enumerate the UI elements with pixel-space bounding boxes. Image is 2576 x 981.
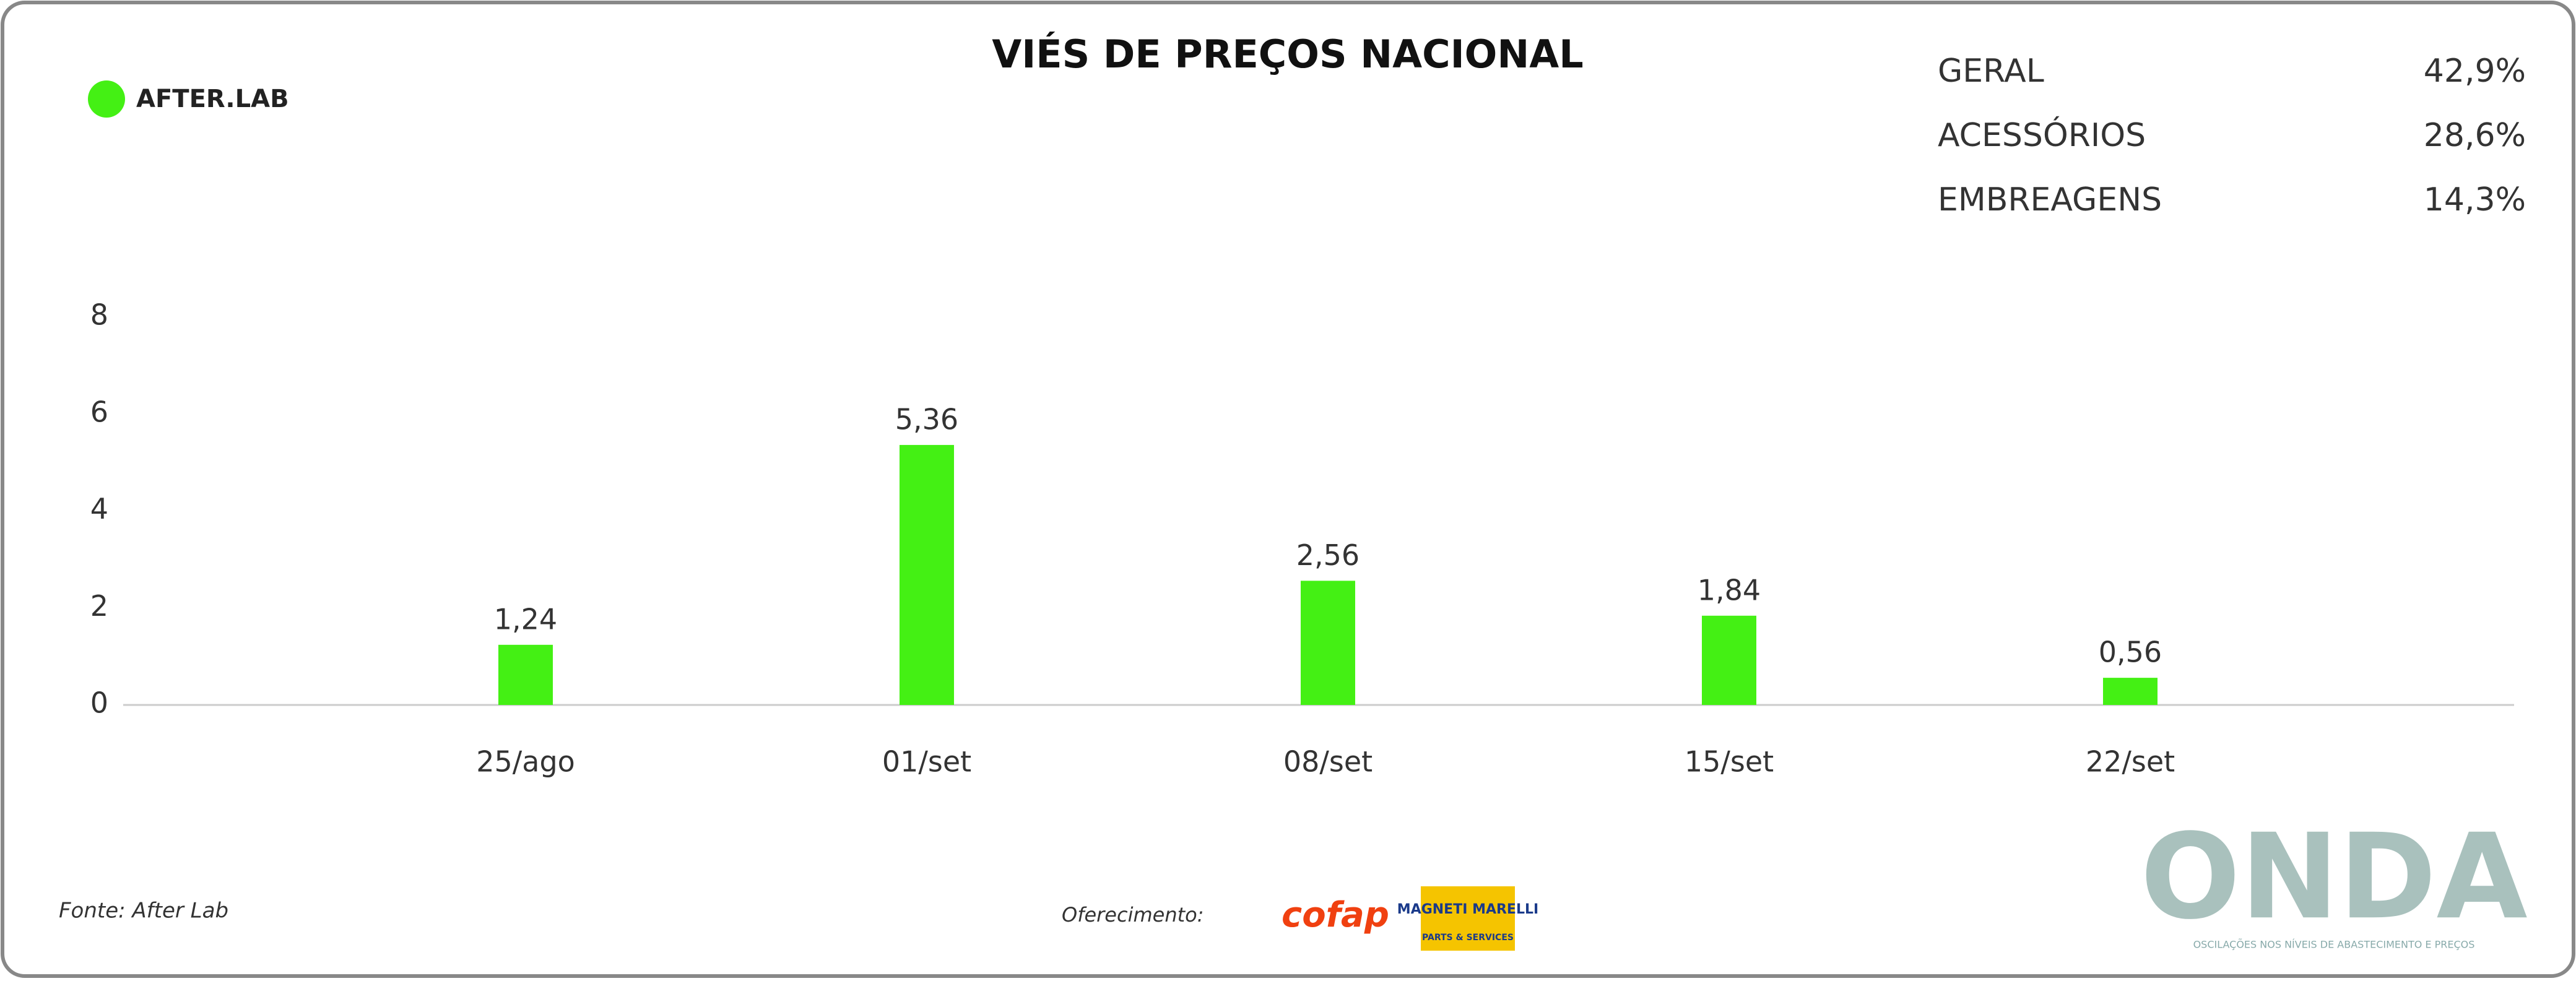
y-tick-label: 4 xyxy=(90,492,108,525)
summary-value: 14,3% xyxy=(2424,181,2526,218)
sponsor-label: Oferecimento: xyxy=(1062,903,1204,927)
bar xyxy=(900,444,954,705)
y-tick-label: 0 xyxy=(90,686,108,720)
x-tick-label: 08/set xyxy=(1283,745,1373,779)
y-tick-label: 2 xyxy=(90,589,108,623)
bar xyxy=(1702,615,1756,705)
value-label: 1,24 xyxy=(494,602,557,636)
x-tick-label: 15/set xyxy=(1685,745,1774,779)
source: Fonte: After Lab xyxy=(59,899,228,923)
brand-icon xyxy=(88,80,125,118)
y-tick-label: 8 xyxy=(90,298,108,332)
value-label: 2,56 xyxy=(1296,538,1360,572)
value-label: 0,56 xyxy=(2099,636,2162,669)
x-tick-label: 01/set xyxy=(882,745,971,779)
y-tick-label: 6 xyxy=(90,395,108,428)
bar xyxy=(498,644,553,705)
sponsor-logo: MAGNETI MARELLI xyxy=(1397,902,1538,917)
sponsor-badge xyxy=(1421,886,1515,951)
summary-label: ACESSÓRIOS xyxy=(1938,116,2146,154)
sponsor-sub: PARTS & SERVICES xyxy=(1422,933,1514,943)
value-label: 1,84 xyxy=(1698,573,1761,607)
x-tick-label: 25/ago xyxy=(476,745,575,779)
summary-label: EMBREAGENS xyxy=(1938,181,2162,218)
summary-value: 42,9% xyxy=(2424,53,2526,90)
bar xyxy=(2103,678,2158,705)
summary-table: GERAL 42,9% ACESSÓRIOS 28,6% EMBREAGENS 14,3% xyxy=(1938,53,2526,218)
sponsor-logo: cofap xyxy=(1281,895,1389,935)
summary-label: GERAL xyxy=(1938,53,2044,90)
value-label: 5,36 xyxy=(895,402,958,436)
brand: AFTER.LAB xyxy=(136,85,289,113)
logo: ONDA xyxy=(2140,808,2527,945)
chart-title: VIÉS DE PREÇOS NACIONAL xyxy=(992,32,1584,77)
x-tick-label: 22/set xyxy=(2086,745,2175,779)
logo-sub: OSCILAÇÕES NOS NÍVEIS DE ABASTECIMENTO E… xyxy=(2193,939,2475,951)
bar xyxy=(1301,581,1355,705)
summary-value: 28,6% xyxy=(2424,117,2526,154)
